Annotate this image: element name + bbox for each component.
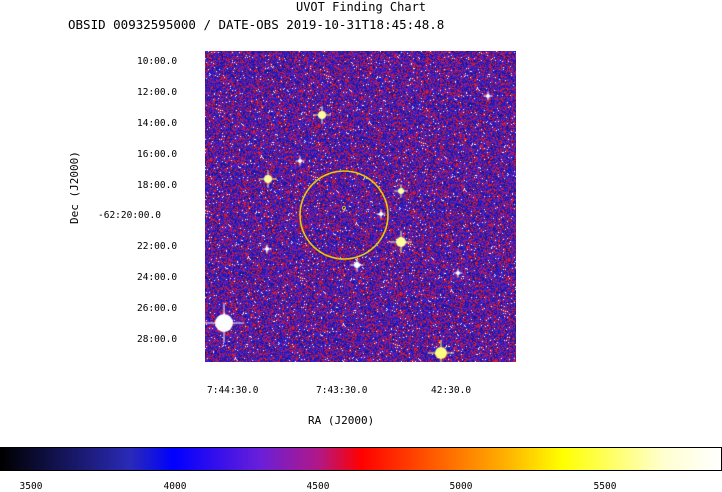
colorbar	[0, 447, 722, 471]
image-overlay	[299, 170, 389, 260]
y-tick-label: 28:00.0	[137, 334, 178, 345]
x-axis-label: RA (J2000)	[308, 414, 375, 427]
x-tick-label: 42:30.0	[431, 385, 472, 396]
chart-title: UVOT Finding Chart	[295, 0, 427, 14]
source-position-marker	[341, 205, 346, 210]
colorbar-tick-label: 3500	[19, 481, 43, 492]
y-tick-label: 22:00.0	[137, 241, 178, 252]
y-tick-label: 10:00.0	[137, 56, 178, 67]
y-tick-label: 24:00.0	[137, 272, 178, 283]
y-tick-label: 16:00.0	[137, 149, 178, 160]
colorbar-tick-label: 4000	[163, 481, 187, 492]
x-tick-label: 7:43:30.0	[316, 385, 368, 396]
y-tick-label: -62:20:00.0	[98, 210, 161, 221]
colorbar-tick-label: 4500	[306, 481, 330, 492]
chart-subtitle: OBSID 00932595000 / DATE-OBS 2019-10-31T…	[68, 17, 445, 32]
finding-chart-image	[205, 51, 516, 362]
y-tick-label: 14:00.0	[137, 118, 178, 129]
y-axis-label: Dec (J2000)	[68, 151, 81, 224]
sky-image-canvas	[205, 51, 516, 362]
colorbar-tick-label: 5000	[449, 481, 473, 492]
y-tick-label: 12:00.0	[137, 87, 178, 98]
y-tick-label: 18:00.0	[137, 180, 178, 191]
colorbar-tick-label: 5500	[593, 481, 617, 492]
x-tick-label: 7:44:30.0	[207, 385, 259, 396]
source-region-circle	[299, 170, 389, 260]
y-tick-label: 26:00.0	[137, 303, 178, 314]
